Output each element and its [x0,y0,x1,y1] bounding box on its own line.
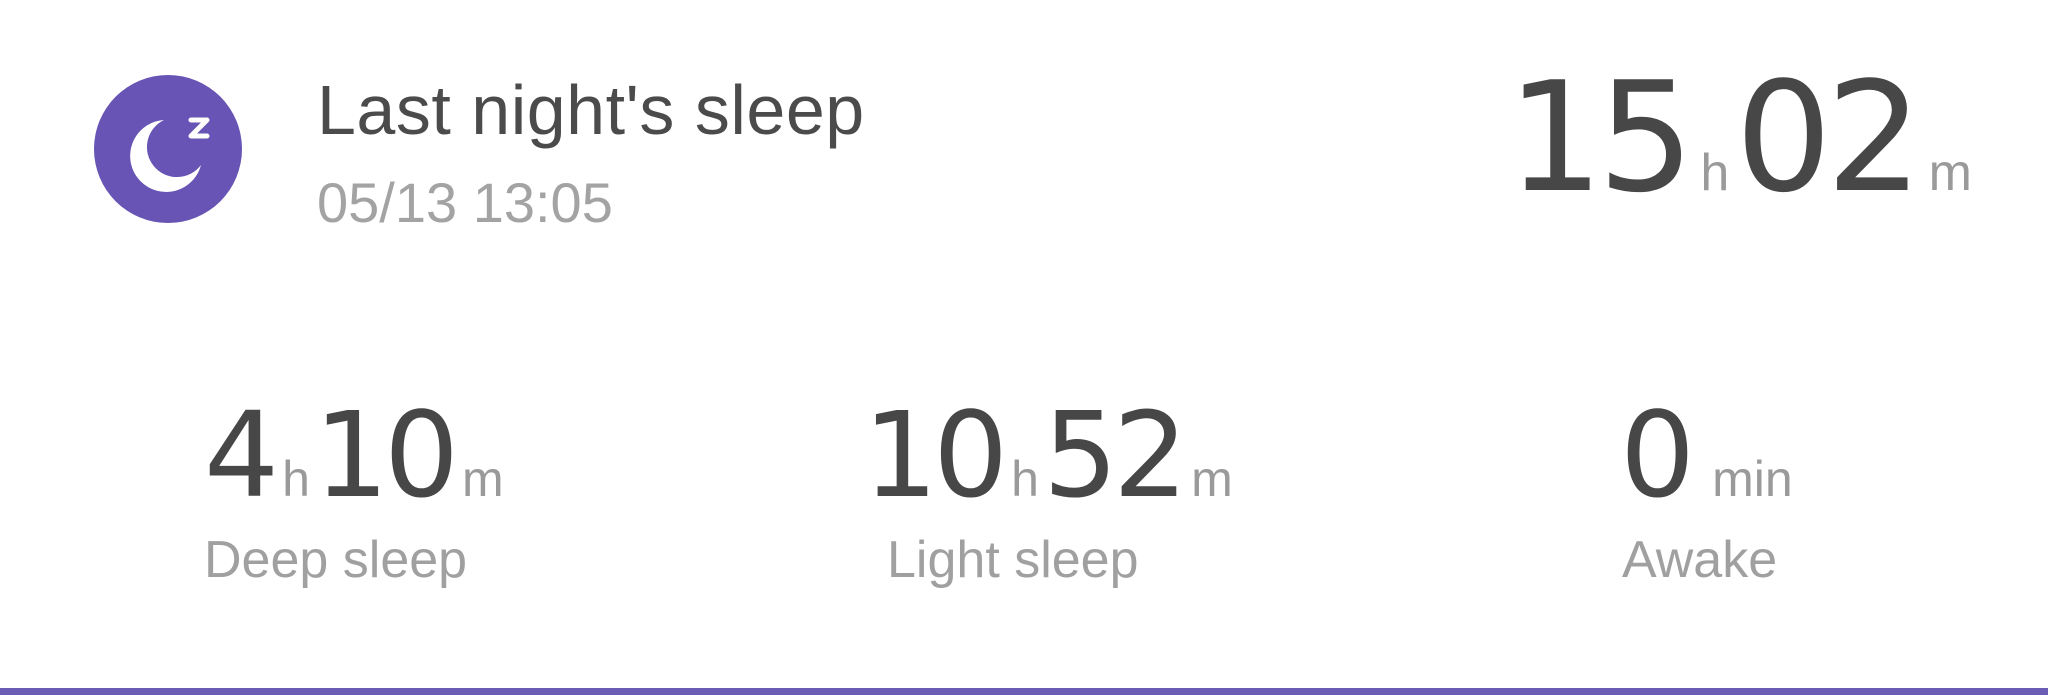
deep-hours: 4 [204,386,279,524]
awake-value: 0 min [1620,396,1797,514]
total-sleep-duration: 15 h02 m [1507,62,1978,214]
moon-zz-icon [94,75,242,223]
bottom-accent-bar [0,688,2048,695]
card-title: Last night's sleep [317,71,865,149]
light-sleep-value: 10 h52 m [863,396,1237,514]
awake-minutes-unit: min [1712,451,1793,507]
deep-minutes: 10 [313,386,459,524]
light-hours: 10 [863,386,1008,524]
total-hours: 15 [1506,49,1694,226]
light-sleep-label: Light sleep [887,531,1139,589]
sleep-timestamp: 05/13 13:05 [317,171,613,234]
deep-sleep-value: 4 h10 m [204,396,508,514]
light-minutes-unit: m [1191,451,1233,507]
total-hours-unit: h [1700,144,1730,202]
total-minutes: 02 [1735,49,1922,226]
awake-label: Awake [1622,531,1778,589]
deep-sleep-label: Deep sleep [204,531,468,589]
light-hours-unit: h [1011,451,1039,507]
awake-minutes: 0 [1620,386,1695,524]
total-minutes-unit: m [1928,144,1972,202]
deep-minutes-unit: m [462,451,504,507]
light-sleep-stat: 10 h52 m Light sleep [863,396,1237,592]
light-minutes: 52 [1042,386,1188,524]
deep-hours-unit: h [282,451,310,507]
awake-stat: 0 min Awake [1620,396,1797,592]
deep-sleep-stat: 4 h10 m Deep sleep [204,396,508,592]
